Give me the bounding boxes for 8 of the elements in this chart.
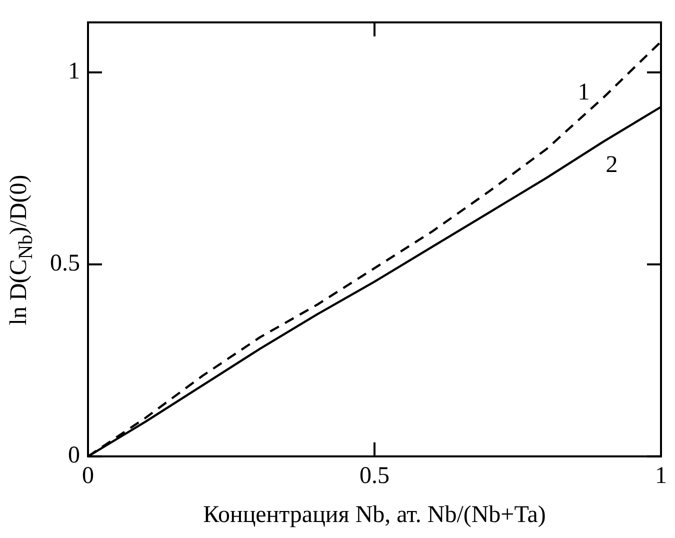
y-tick-label: 0 bbox=[68, 442, 80, 469]
x-tick-label: 1 bbox=[655, 463, 667, 490]
x-tick-label: 0.5 bbox=[360, 463, 390, 490]
series-label: 2 bbox=[606, 152, 618, 178]
x-axis-title: Концентрация Nb, ат. Nb/(Nb+Ta) bbox=[203, 502, 546, 528]
y-tick-label: 1 bbox=[68, 58, 80, 85]
y-tick-label: 0.5 bbox=[50, 250, 80, 277]
series-label: 1 bbox=[578, 80, 590, 106]
